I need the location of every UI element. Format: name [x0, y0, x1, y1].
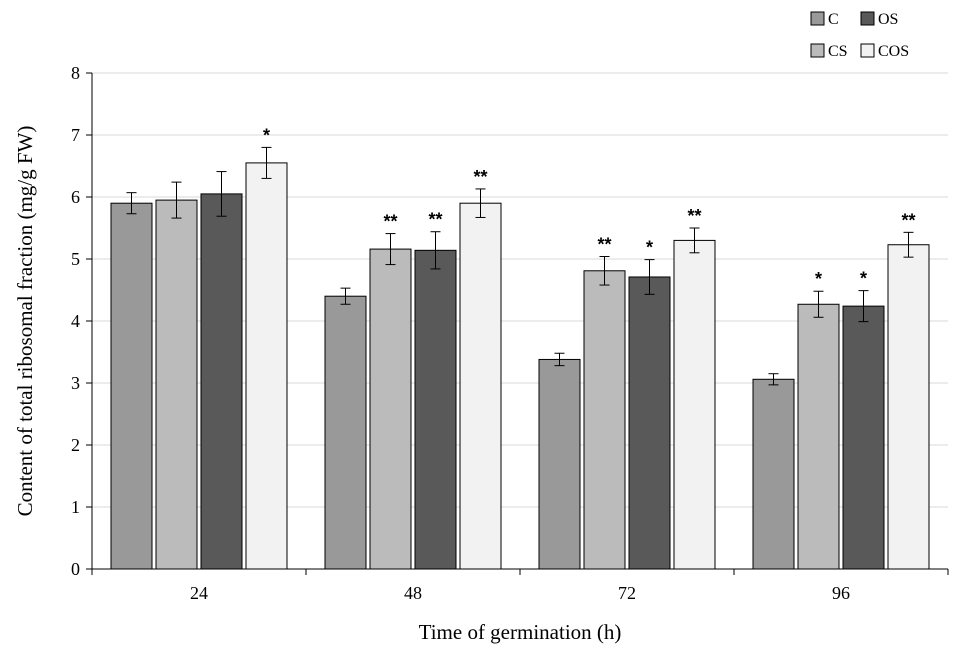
legend-swatch	[810, 43, 825, 58]
significance-marker: *	[646, 238, 653, 258]
y-tick-label: 7	[71, 125, 80, 145]
x-tick-label: 24	[190, 583, 208, 603]
significance-marker: **	[473, 167, 487, 187]
bar	[459, 202, 502, 570]
significance-marker: **	[383, 212, 397, 232]
x-tick-label: 48	[404, 583, 422, 603]
legend-label: OS	[878, 11, 898, 28]
y-tick-label: 5	[71, 249, 80, 269]
bar	[842, 305, 885, 570]
bar	[538, 358, 581, 570]
legend-label: CS	[828, 43, 848, 60]
bar	[324, 295, 367, 570]
y-axis-title: Content of total ribosomal fraction (mg/…	[13, 126, 37, 517]
y-tick-label: 8	[71, 63, 80, 83]
y-tick-label: 0	[71, 559, 80, 579]
legend-label: C	[828, 11, 839, 28]
bar	[110, 202, 153, 570]
significance-marker: **	[597, 235, 611, 255]
y-tick-label: 2	[71, 435, 80, 455]
bar	[155, 199, 198, 570]
bar	[797, 303, 840, 570]
bar	[887, 244, 930, 570]
legend-label: COS	[878, 43, 909, 60]
bar	[200, 193, 243, 570]
bar	[752, 378, 795, 570]
significance-marker: *	[815, 269, 822, 289]
significance-marker: *	[860, 269, 867, 289]
significance-marker: *	[263, 125, 270, 145]
bar	[583, 270, 626, 570]
bars: *** ****** **** ***	[110, 125, 930, 570]
legend-swatch	[860, 43, 875, 58]
x-tick-label: 72	[618, 583, 636, 603]
y-ticks: 0 1 2 3 4 5 6 7 8	[71, 63, 92, 579]
x-tick-label: 96	[832, 583, 850, 603]
bar	[673, 239, 716, 570]
bar	[414, 249, 457, 570]
bar	[245, 162, 288, 570]
bar	[369, 248, 412, 570]
significance-marker: **	[428, 210, 442, 230]
significance-marker: **	[687, 206, 701, 226]
legend-swatch	[810, 11, 825, 26]
bar	[628, 276, 671, 570]
y-tick-label: 1	[71, 497, 80, 517]
y-tick-label: 4	[71, 311, 80, 331]
x-ticks: 24 48 72 96	[91, 569, 949, 603]
y-tick-label: 6	[71, 187, 80, 207]
x-axis-title: Time of germination (h)	[419, 620, 622, 644]
legend-swatch	[860, 11, 875, 26]
significance-marker: **	[901, 210, 915, 230]
y-tick-label: 3	[71, 373, 80, 393]
